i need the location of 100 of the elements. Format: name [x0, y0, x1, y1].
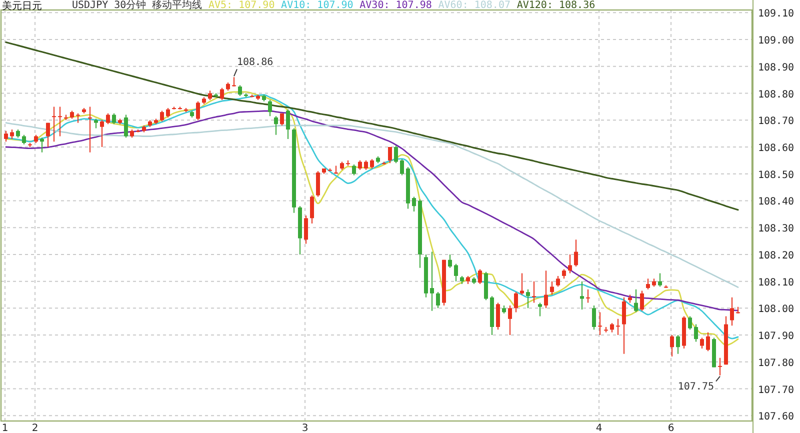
candlestick: [700, 337, 704, 349]
candlestick: [166, 108, 170, 118]
text: AV120: 108.36: [516, 0, 596, 11]
y-tick-label: 108.10: [758, 277, 794, 288]
candlestick: [280, 112, 284, 126]
text: AV5: 107.90: [208, 0, 275, 11]
candlestick: [526, 288, 530, 309]
candlestick: [550, 280, 554, 296]
candlestick: [364, 160, 368, 170]
chart-subtitle: USDJPY 30分钟 移动平均线: [72, 0, 202, 11]
candlestick: [646, 278, 650, 290]
candlestick: [706, 332, 710, 352]
chart-title: 美元日元: [2, 0, 42, 12]
y-tick-label: 108.80: [758, 89, 794, 100]
candlestick: [634, 288, 638, 313]
candlestick: [580, 280, 584, 310]
y-tick-label: 108.30: [758, 224, 794, 235]
candlestick: [658, 272, 662, 288]
candlestick: [592, 304, 596, 330]
y-tick-label: 109.10: [758, 8, 794, 20]
candlestick: [58, 106, 62, 137]
candlestick: [610, 322, 614, 333]
candlestick: [718, 357, 722, 376]
candlestick: [562, 268, 566, 280]
text: AV30: 107.98: [360, 0, 432, 11]
candlestick: [40, 137, 44, 153]
x-tick-label: 3: [302, 423, 308, 433]
y-tick-label: 108.20: [758, 250, 794, 262]
candlestick: [304, 215, 308, 244]
candlestick: [640, 290, 644, 312]
candlestick: [430, 251, 434, 312]
candlestick: [94, 118, 98, 129]
candlestick: [394, 145, 398, 164]
candlestick: [358, 160, 362, 170]
y-tick-label: 107.70: [758, 384, 794, 396]
candlestick: [268, 99, 272, 117]
candlestick: [496, 302, 500, 330]
x-tick-label: 4: [596, 423, 602, 433]
y-tick-label: 108.90: [758, 62, 794, 74]
y-tick-label: 108.00: [758, 304, 794, 316]
y-tick-label: 107.80: [758, 358, 794, 369]
y-tick-label: 107.90: [758, 331, 794, 342]
candlestick: [106, 112, 110, 125]
annotation: 107.75: [678, 381, 714, 392]
candlestick: [676, 334, 680, 354]
candlestick: [388, 146, 392, 164]
candlestick: [160, 110, 164, 122]
candlestick: [310, 194, 314, 224]
candlestick: [544, 270, 548, 309]
candlestick: [10, 129, 14, 140]
y-tick-label: 107.60: [758, 412, 794, 423]
annotation: 108.86: [237, 57, 274, 68]
candlestick: [436, 292, 440, 309]
candlestick: [400, 158, 404, 176]
candlestick: [574, 239, 578, 268]
candlestick: [22, 134, 26, 145]
x-tick-label: 1: [2, 423, 8, 433]
candlestick: [112, 112, 116, 125]
candlestick: [286, 108, 290, 140]
text: AV10: 107.90: [281, 0, 354, 11]
candlestick: [598, 312, 602, 336]
candlestick: [730, 296, 734, 326]
y-tick-label: 108.40: [758, 196, 794, 208]
candlestick: [670, 334, 674, 358]
candlestick: [52, 106, 56, 142]
candlestick: [478, 268, 482, 284]
x-tick-label: 6: [668, 423, 674, 433]
candlestick: [316, 170, 320, 198]
line-series: [5, 41, 739, 211]
candlestick: [46, 122, 50, 148]
candlestick: [88, 106, 92, 153]
candlestick: [232, 76, 236, 88]
candlestick: [76, 112, 80, 124]
candlestick: [556, 275, 560, 288]
text: AV60: 108.07: [438, 0, 510, 11]
candlestick: [694, 324, 698, 342]
candlestick: [100, 120, 104, 148]
y-tick-label: 108.70: [758, 116, 794, 128]
candlestick: [568, 254, 572, 274]
candlestick: [412, 196, 416, 212]
candlestick: [274, 116, 278, 136]
candlestick: [220, 87, 224, 100]
candlestick: [508, 304, 512, 336]
candlestick: [520, 272, 524, 296]
y-tick-label: 108.50: [758, 170, 794, 181]
candlestick: [370, 158, 374, 169]
candlestick: [124, 114, 128, 138]
candlestick: [448, 254, 452, 268]
candlestick: [514, 292, 518, 313]
candlestick: [622, 296, 626, 354]
candlestick: [616, 318, 620, 336]
candlestick: [4, 130, 8, 142]
candlestick: [238, 84, 242, 96]
candlestick: [208, 90, 212, 100]
candlestick: [352, 164, 356, 176]
y-tick-label: 109.00: [758, 36, 794, 47]
candlestick: [538, 302, 542, 317]
candlestick: [586, 288, 590, 304]
candlestick: [532, 280, 536, 304]
candlestick: [688, 316, 692, 330]
